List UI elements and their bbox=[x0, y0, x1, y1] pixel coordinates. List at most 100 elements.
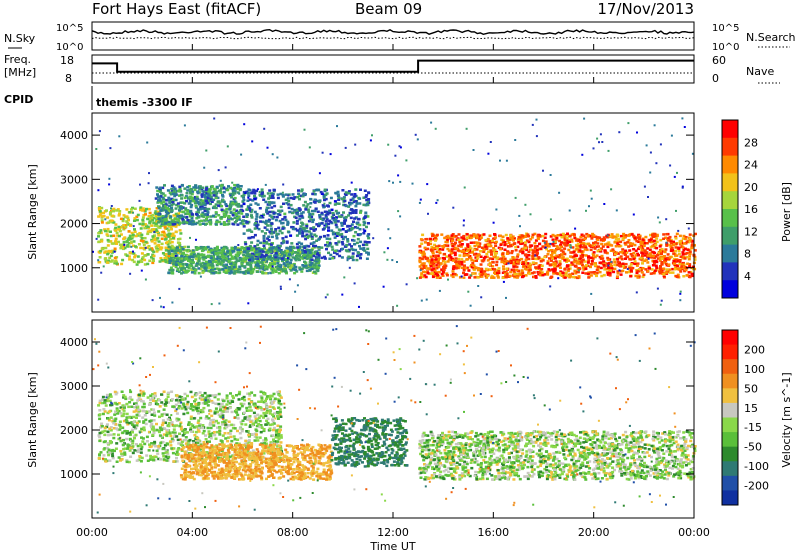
data-cell bbox=[661, 271, 664, 274]
data-cell bbox=[186, 186, 189, 189]
data-cell bbox=[283, 263, 286, 266]
data-cell bbox=[304, 201, 307, 204]
data-cell bbox=[579, 241, 582, 244]
data-cell bbox=[483, 257, 486, 260]
data-cell bbox=[406, 283, 408, 285]
data-cell bbox=[271, 263, 274, 266]
data-cell bbox=[220, 252, 223, 255]
colorbar-tick-label: 28 bbox=[744, 136, 758, 149]
data-cell bbox=[273, 189, 276, 192]
data-cell bbox=[204, 210, 207, 213]
data-cell bbox=[352, 252, 355, 255]
data-cell bbox=[590, 263, 593, 266]
data-cell bbox=[652, 272, 655, 275]
data-cell bbox=[184, 124, 186, 126]
data-cell bbox=[466, 244, 469, 247]
data-cell bbox=[191, 271, 194, 274]
data-cell bbox=[255, 254, 258, 257]
data-cell bbox=[244, 192, 246, 194]
data-cell bbox=[359, 241, 362, 244]
data-cell bbox=[203, 167, 205, 169]
data-cell bbox=[368, 241, 371, 244]
data-cell bbox=[452, 270, 455, 273]
data-cell bbox=[636, 132, 638, 134]
data-cell bbox=[550, 174, 552, 176]
data-cell bbox=[265, 251, 268, 254]
data-cell bbox=[345, 244, 348, 247]
data-cell bbox=[114, 248, 117, 251]
noise-left-tick-top: 10^5 bbox=[56, 23, 83, 34]
data-cell bbox=[603, 274, 606, 277]
data-cell bbox=[419, 276, 422, 279]
data-cell bbox=[354, 144, 356, 146]
data-cell bbox=[191, 198, 194, 201]
data-cell bbox=[550, 259, 553, 262]
data-cell bbox=[389, 237, 391, 239]
data-cell bbox=[446, 274, 449, 277]
data-cell bbox=[315, 235, 318, 238]
data-cell bbox=[302, 193, 305, 196]
data-cell bbox=[311, 193, 314, 196]
data-cell bbox=[320, 191, 323, 194]
data-cell bbox=[271, 271, 274, 274]
data-cell bbox=[672, 252, 675, 255]
data-cell bbox=[191, 223, 194, 226]
data-cell bbox=[202, 223, 205, 226]
colorbar-tick-label: 8 bbox=[744, 248, 751, 261]
data-cell bbox=[317, 225, 320, 228]
data-cell bbox=[682, 187, 684, 189]
data-cell bbox=[296, 213, 299, 216]
data-cell bbox=[318, 246, 321, 249]
data-cell bbox=[309, 227, 312, 230]
data-cell bbox=[556, 246, 559, 249]
data-cell bbox=[674, 268, 677, 271]
data-cell bbox=[634, 263, 637, 266]
data-cell bbox=[328, 210, 331, 213]
data-cell bbox=[196, 198, 199, 201]
data-cell bbox=[268, 256, 271, 259]
data-cell bbox=[615, 238, 618, 241]
data-cell bbox=[444, 265, 447, 268]
data-cell bbox=[499, 160, 501, 162]
power-ylabel: Slant Range [km] bbox=[26, 164, 39, 260]
data-cell bbox=[310, 249, 313, 252]
data-cell bbox=[435, 128, 437, 130]
data-cell bbox=[200, 220, 203, 223]
nave-tick-top: 60 bbox=[712, 54, 726, 67]
data-cell bbox=[359, 233, 362, 236]
data-cell bbox=[473, 253, 476, 256]
data-cell bbox=[613, 268, 616, 271]
data-cell bbox=[595, 275, 598, 278]
data-cell bbox=[171, 272, 174, 275]
cpid-text: themis -3300 IF bbox=[96, 96, 193, 109]
data-cell bbox=[289, 267, 292, 270]
data-cell bbox=[214, 192, 217, 195]
data-cell bbox=[443, 269, 446, 272]
data-cell bbox=[553, 241, 555, 243]
data-cell bbox=[295, 255, 298, 258]
data-cell bbox=[323, 199, 326, 202]
data-cell bbox=[267, 147, 269, 149]
data-cell bbox=[178, 186, 181, 189]
data-cell bbox=[303, 247, 306, 250]
data-cell bbox=[454, 273, 457, 276]
data-cell bbox=[209, 192, 212, 195]
data-cell bbox=[215, 253, 218, 256]
data-cell bbox=[419, 265, 422, 268]
data-cell bbox=[424, 247, 427, 250]
data-cell bbox=[139, 200, 141, 202]
data-cell bbox=[573, 233, 576, 236]
data-cell bbox=[424, 238, 427, 241]
data-cell bbox=[493, 268, 496, 271]
data-cell bbox=[237, 203, 240, 206]
data-cell bbox=[251, 140, 253, 142]
data-cell bbox=[480, 236, 483, 239]
data-cell bbox=[182, 220, 185, 223]
data-cell bbox=[171, 201, 174, 204]
data-cell bbox=[536, 249, 539, 252]
data-cell bbox=[621, 258, 624, 261]
data-cell bbox=[470, 305, 472, 307]
data-cell bbox=[464, 187, 466, 189]
colorbar-tick-label: 4 bbox=[744, 270, 751, 283]
